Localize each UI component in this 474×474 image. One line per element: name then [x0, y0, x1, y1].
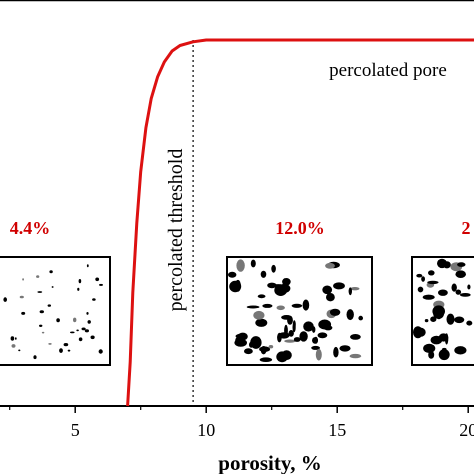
micrograph-inset-3	[411, 256, 474, 366]
x-tick-label: 10	[197, 420, 215, 440]
micrograph-inset-1	[0, 256, 111, 366]
x-axis-title: porosity, %	[218, 451, 321, 474]
micrograph-inset-2	[226, 256, 373, 366]
series-line-red	[126, 38, 474, 407]
x-axis-ticks: 5 10 15 20	[9, 406, 474, 440]
threshold-label: percolated threshold	[165, 149, 187, 312]
micrograph-label-1: 4.4%	[10, 218, 51, 238]
micrograph-label-3: 2	[462, 218, 471, 238]
region-label: percolated pore	[329, 60, 447, 81]
x-tick-label: 15	[328, 420, 346, 440]
micrograph-label-2: 12.0%	[275, 218, 325, 238]
x-tick-label: 5	[71, 420, 80, 440]
x-tick-label: 20	[459, 420, 474, 440]
